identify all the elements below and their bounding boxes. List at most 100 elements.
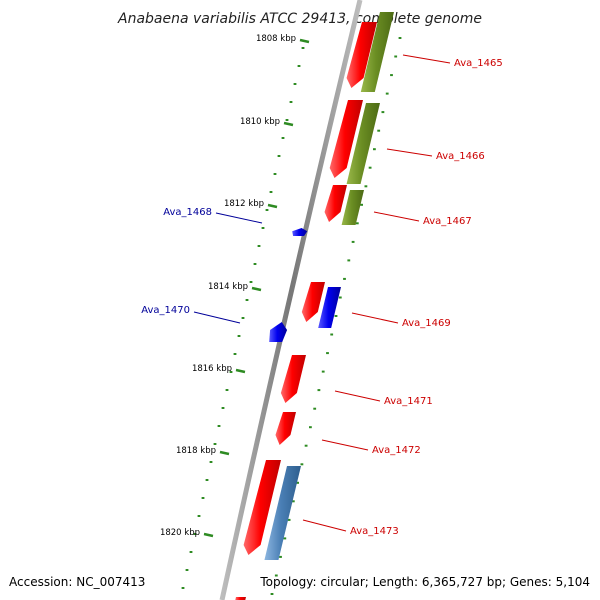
- outer-scale-dot: [326, 352, 329, 355]
- inner-scale-dot: [205, 479, 209, 481]
- outer-scale-dot: [351, 240, 355, 243]
- gene-arrow-ava-1469: [301, 282, 325, 322]
- leader-line-ava-1473: [302, 519, 347, 532]
- kbp-tick-mark: [283, 121, 294, 127]
- inner-scale-dot: [281, 137, 285, 139]
- outer-scale-dot: [347, 259, 351, 262]
- leader-line-ava-1470: [193, 311, 241, 324]
- inner-scale-dot: [249, 281, 253, 283]
- gene-label-ava-1470[interactable]: Ava_1470: [141, 305, 190, 316]
- outer-scale-dot: [309, 426, 312, 429]
- kbp-tick-label: 1820 kbp: [160, 528, 200, 538]
- gene-label-ava-1469[interactable]: Ava_1469: [402, 318, 451, 329]
- inner-scale-dot: [297, 65, 301, 67]
- leader-line-ava-1469: [351, 312, 399, 324]
- inner-scale-dot: [181, 587, 185, 589]
- outer-scale-dot: [270, 593, 274, 595]
- gene-label-ava-1468[interactable]: Ava_1468: [163, 207, 212, 218]
- kbp-tick-mark: [267, 203, 278, 209]
- gene-arrow-ava-1473: [243, 460, 281, 555]
- map-title: Anabaena variabilis ATCC 29413, complete…: [117, 11, 482, 27]
- gene-label-ava-1473[interactable]: Ava_1473: [350, 526, 399, 537]
- kbp-tick-label: 1816 kbp: [192, 364, 232, 374]
- outer-scale-dot: [334, 315, 338, 317]
- inner-scale-dot: [237, 335, 241, 337]
- inner-scale-dot: [257, 245, 261, 247]
- cog-block-ava-1465: [360, 12, 394, 92]
- inner-scale-dot: [273, 173, 277, 175]
- inner-scale-dot: [261, 227, 265, 229]
- inner-scale-dot: [245, 299, 249, 301]
- inner-scale-dot: [285, 119, 289, 121]
- outer-scale-dot: [296, 481, 299, 484]
- gene-arrow-ava-1465: [346, 22, 377, 88]
- gene-arrow-ava-1467: [324, 185, 347, 222]
- inner-scale-dot: [189, 551, 193, 553]
- genome-backbone: [219, 0, 363, 600]
- inner-scale-dot: [201, 497, 205, 499]
- outer-scale-dot: [279, 555, 282, 558]
- outer-scale-dot: [390, 74, 393, 77]
- kbp-tick-label: 1808 kbp: [256, 34, 296, 44]
- outer-scale-dot: [368, 166, 372, 169]
- outer-scale-dot: [364, 185, 368, 188]
- gene-features: [235, 12, 394, 600]
- outer-scale-dot: [287, 518, 291, 521]
- gene-label-ava-1472[interactable]: Ava_1472: [372, 445, 421, 456]
- genome-summary-text: Topology: circular; Length: 6,365,727 bp…: [259, 575, 590, 589]
- cog-block-ava-1473: [264, 466, 301, 560]
- inner-scale-dot: [265, 209, 269, 211]
- outer-scale-dot: [330, 333, 334, 336]
- leader-line-ava-1467: [373, 211, 420, 222]
- outer-scale-dot: [343, 277, 346, 280]
- outer-scale-dot: [317, 389, 321, 392]
- kbp-tick-mark: [299, 38, 310, 44]
- outer-scale-dot: [338, 296, 342, 299]
- inner-scale-dot: [277, 155, 281, 157]
- outer-scale-dot: [291, 500, 295, 503]
- accession-text: Accession: NC_007413: [9, 575, 145, 589]
- leader-line-ava-1465: [402, 54, 451, 64]
- outer-scale-dot: [313, 407, 317, 410]
- inner-scale-dot: [233, 353, 237, 355]
- gene-arrow-ava-1466: [329, 100, 363, 178]
- inner-scale-dot: [193, 533, 197, 535]
- inner-scale-dot: [293, 83, 297, 85]
- gene-label-ava-1467[interactable]: Ava_1467: [423, 216, 472, 227]
- gene-label-ava-1465[interactable]: Ava_1465: [454, 58, 503, 69]
- gene-arrow-ava-1472: [275, 412, 296, 445]
- kbp-tick-label: 1818 kbp: [176, 446, 216, 456]
- kbp-tick-mark: [235, 368, 246, 374]
- gene-label-ava-1466[interactable]: Ava_1466: [436, 151, 485, 162]
- leader-line-ava-1466: [386, 148, 433, 157]
- outer-scale-dot: [381, 111, 385, 114]
- outer-scale-dot: [377, 129, 381, 132]
- outer-scale-dot: [300, 463, 304, 466]
- leader-line-ava-1471: [334, 390, 381, 402]
- inner-scale-dot: [241, 317, 245, 319]
- kbp-tick-mark: [251, 286, 262, 292]
- outer-scale-dot: [394, 55, 398, 58]
- outer-scale-dot: [360, 203, 363, 206]
- outer-scale-dot: [283, 537, 287, 540]
- outer-scale-dot: [321, 370, 325, 373]
- gene-arrow-ava-1470: [269, 322, 288, 342]
- kbp-tick-label: 1814 kbp: [208, 282, 248, 292]
- inner-scale-dot: [217, 425, 221, 427]
- kbp-tick-mark: [219, 450, 230, 456]
- gene-arrow-partial: [235, 597, 246, 600]
- coordinate-dots: [181, 37, 402, 595]
- gene-arrow-ava-1471: [280, 355, 306, 403]
- kbp-tick-label: 1812 kbp: [224, 199, 264, 209]
- inner-scale-dot: [289, 101, 293, 103]
- gene-label-ava-1471[interactable]: Ava_1471: [384, 396, 433, 407]
- inner-scale-dot: [301, 47, 305, 49]
- inner-scale-dot: [185, 569, 189, 571]
- inner-scale-dot: [225, 389, 229, 391]
- leader-line-ava-1468: [215, 212, 263, 224]
- outer-scale-dot: [398, 37, 402, 39]
- outer-scale-dot: [385, 92, 389, 95]
- inner-scale-dot: [229, 371, 233, 373]
- gene-arrow-ava-1468: [292, 228, 308, 236]
